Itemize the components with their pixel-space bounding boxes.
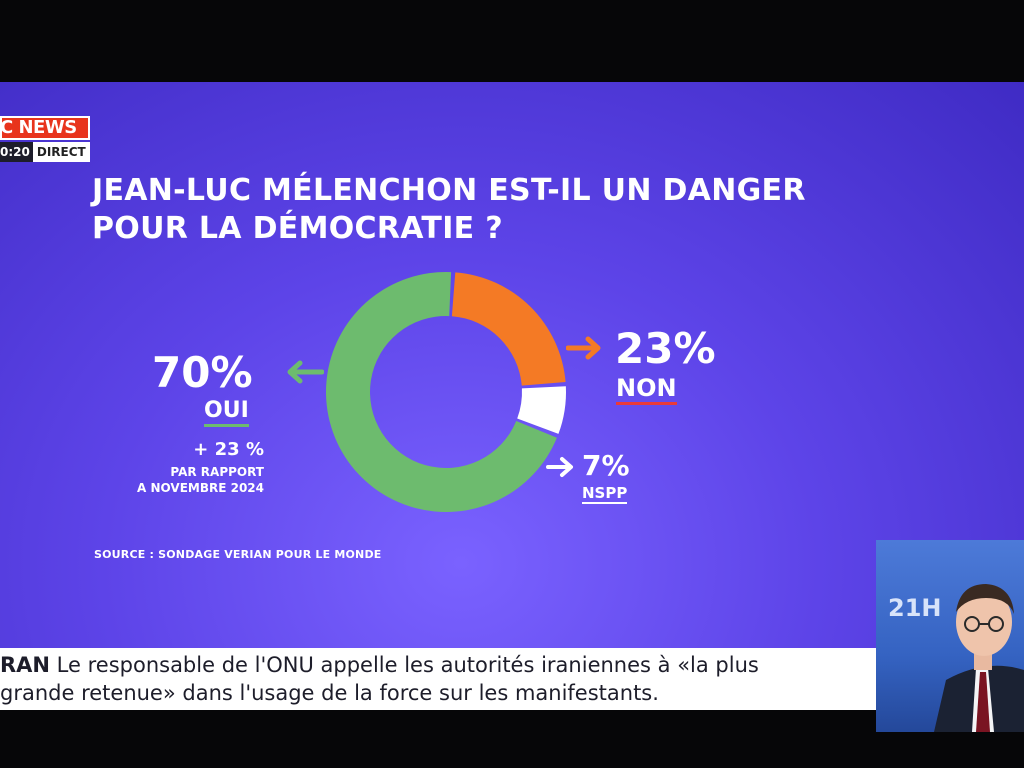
ticker-line-2: grande retenue» dans l'usage de la force…: [0, 681, 659, 705]
nspp-arrow-icon: [546, 457, 573, 477]
chart-title: JEAN-LUC MÉLENCHON EST-IL UN DANGER POUR…: [92, 172, 852, 248]
nspp-label: NSPP: [582, 484, 628, 504]
oui-arrow-icon: [287, 360, 324, 384]
tv-screen: C NEWS 0:20 DIRECT JEAN-LUC MÉLENCHON ES…: [0, 82, 1024, 648]
ticker-line-1: RAN Le responsable de l'ONU appelle les …: [0, 651, 1024, 679]
chart-source: SOURCE : SONDAGE VERIAN POUR LE MONDE: [94, 548, 382, 561]
donut-chart: [325, 272, 566, 512]
chart-title-line-1: JEAN-LUC MÉLENCHON EST-IL UN DANGER: [92, 173, 806, 208]
chart-title-line-2: POUR LA DÉMOCRATIE ?: [92, 211, 503, 246]
nspp-percent-label: 7%: [582, 449, 630, 482]
news-ticker: RAN Le responsable de l'ONU appelle les …: [0, 648, 1024, 710]
donut-slice-nspp: [517, 386, 566, 434]
non-percent-label: 23%: [615, 324, 716, 373]
oui-change: + 23 %: [193, 439, 264, 460]
non-arrow-icon: [566, 336, 601, 360]
inset-show-label: 21H: [888, 594, 942, 622]
presenter-inset: 21H: [876, 540, 1024, 732]
donut-slice-non: [451, 272, 566, 386]
oui-change-note-1: PAR RAPPORT: [170, 465, 264, 479]
oui-label: OUI: [204, 398, 249, 427]
presenter-figure: [934, 584, 1024, 732]
live-time-bar: 0:20 DIRECT: [0, 142, 90, 162]
ticker-text-1: Le responsable de l'ONU appelle les auto…: [50, 653, 759, 677]
donut-slice-oui: [325, 272, 557, 512]
live-badge: DIRECT: [32, 142, 90, 162]
oui-change-note-2: A NOVEMBRE 2024: [137, 481, 264, 495]
ticker-tag: RAN: [0, 653, 50, 677]
channel-logo: C NEWS: [0, 116, 90, 140]
oui-percent-label: 70%: [152, 348, 253, 397]
non-label: NON: [616, 374, 677, 405]
broadcast-time: 0:20: [0, 142, 33, 162]
